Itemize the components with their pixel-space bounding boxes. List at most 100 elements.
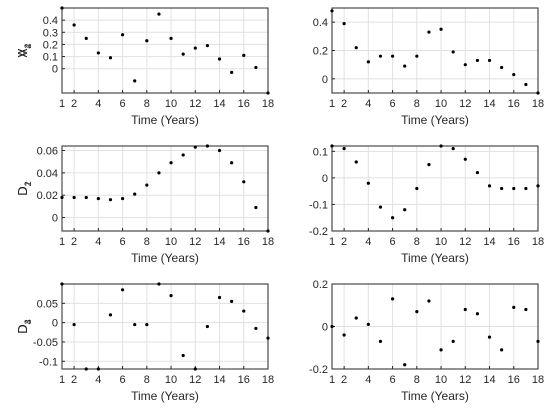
data-point — [403, 363, 407, 367]
data-point — [96, 51, 100, 55]
data-point — [217, 57, 222, 61]
x-tick-label: 1 — [329, 98, 335, 110]
x-tick-label: 1 — [329, 374, 335, 386]
x-tick-label: 1 — [59, 236, 65, 248]
y-axis-label: V2 — [15, 44, 33, 58]
x-tick-label: 12 — [189, 236, 201, 248]
x-tick-label: 8 — [414, 236, 420, 248]
data-point — [366, 60, 370, 64]
y-axis-label-base: D — [15, 186, 30, 195]
data-point — [96, 196, 100, 201]
axes-background — [62, 8, 268, 93]
x-tick-label: 14 — [483, 236, 495, 248]
y-axis-label-base: D — [15, 186, 30, 195]
data-point — [181, 153, 185, 157]
data-point — [193, 367, 197, 371]
data-point — [181, 353, 185, 358]
y-axis-label: D3 — [15, 319, 33, 333]
data-point — [524, 82, 528, 87]
data-point — [205, 324, 210, 329]
axes-frame — [61, 145, 269, 232]
data-point — [266, 91, 270, 95]
x-tick-label: 6 — [390, 98, 396, 110]
y-axis-label-base: V — [15, 48, 30, 57]
y-tick-label: 0 — [52, 213, 58, 225]
x-tick-label: 6 — [390, 236, 396, 248]
data-point — [254, 326, 258, 331]
data-point — [415, 186, 419, 191]
y-tick-label: 0.4 — [43, 15, 58, 27]
data-point — [342, 333, 346, 337]
y-tick-label: -0.2 — [309, 364, 328, 376]
data-point — [60, 282, 64, 286]
axes-frame — [331, 7, 539, 94]
data-point — [108, 313, 113, 317]
x-tick-label: 2 — [71, 374, 77, 386]
data-point — [366, 181, 370, 185]
x-tick-label: 18 — [532, 236, 544, 248]
x-axis-label: Time (Years) — [131, 113, 199, 127]
x-axis-label: Time (Years) — [131, 389, 199, 403]
x-tick-label: 1 — [59, 98, 65, 110]
y-tick-label: 0.04 — [37, 168, 58, 180]
data-point — [378, 54, 383, 58]
data-point — [60, 195, 64, 200]
data-point — [354, 46, 358, 50]
data-point — [451, 339, 455, 343]
data-point — [342, 147, 346, 151]
data-point — [108, 198, 113, 202]
data-point — [378, 339, 383, 343]
x-tick-label: 6 — [120, 374, 126, 386]
x-tick-label: 2 — [71, 236, 77, 248]
x-tick-label: 4 — [95, 98, 101, 110]
data-point — [330, 144, 334, 148]
y-tick-label: 0 — [322, 74, 328, 86]
data-point — [500, 65, 504, 70]
x-tick-label: 10 — [165, 236, 177, 248]
data-point — [487, 184, 492, 188]
x-axis-label: Time (Years) — [401, 251, 469, 265]
data-point — [72, 195, 76, 200]
x-tick-label: 2 — [341, 98, 347, 110]
x-tick-label: 4 — [95, 374, 101, 386]
y-tick-label: -0.1 — [39, 356, 58, 368]
x-tick-label: 16 — [238, 374, 250, 386]
data-point — [157, 282, 161, 286]
x-tick-label: 16 — [238, 98, 250, 110]
x-tick-label: 10 — [165, 98, 177, 110]
x-tick-label: 18 — [532, 98, 544, 110]
x-tick-label: 6 — [120, 236, 126, 248]
x-tick-label: 8 — [414, 374, 420, 386]
y-axis-label-base: D — [15, 324, 30, 333]
y-tick-label: 0.05 — [37, 298, 58, 310]
x-tick-label: 14 — [483, 374, 495, 386]
data-point — [254, 65, 258, 70]
data-point — [169, 36, 173, 40]
y-tick-label: 0.1 — [313, 146, 328, 158]
y-tick-label: 0.02 — [37, 190, 58, 202]
data-point — [133, 322, 137, 327]
data-point — [463, 157, 467, 161]
data-point — [205, 144, 210, 148]
data-point — [366, 322, 370, 326]
x-tick-label: 16 — [508, 98, 520, 110]
data-point — [84, 367, 88, 371]
data-point — [415, 310, 419, 314]
y-axis-label-base: D — [15, 324, 30, 333]
data-point — [487, 335, 492, 339]
y-tick-label: 0.3 — [43, 27, 58, 39]
x-tick-label: 14 — [483, 98, 495, 110]
data-point — [536, 91, 540, 95]
y-tick-label: 0.1 — [43, 52, 58, 64]
data-point — [254, 205, 258, 210]
x-tick-label: 6 — [120, 98, 126, 110]
data-point — [133, 79, 137, 83]
data-point — [242, 309, 246, 313]
data-point — [475, 312, 480, 316]
data-point — [230, 161, 234, 165]
